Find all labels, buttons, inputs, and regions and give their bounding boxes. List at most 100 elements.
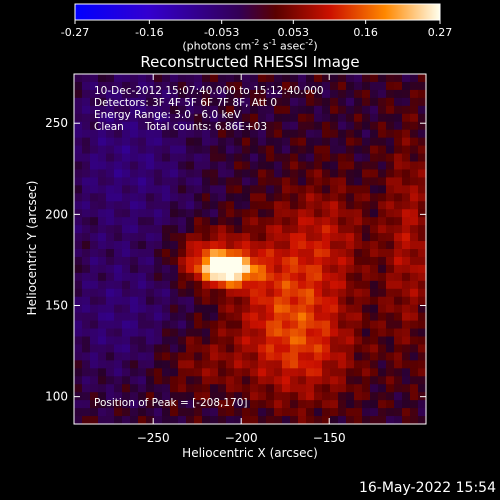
- heatmap-cell: [378, 89, 387, 99]
- heatmap-cell: [146, 137, 155, 147]
- heatmap-cell: [378, 328, 387, 338]
- peak-position-text: Position of Peak = [-208,170]: [94, 397, 248, 409]
- heatmap-cell: [90, 217, 99, 226]
- heatmap-cell: [90, 392, 99, 401]
- heatmap-cell: [370, 352, 379, 361]
- heatmap-cell: [354, 352, 363, 361]
- heatmap-cell: [82, 288, 91, 298]
- heatmap-cell: [354, 400, 363, 409]
- heatmap-cell: [354, 177, 363, 186]
- heatmap-cell: [298, 368, 307, 377]
- heatmap-cell: [186, 145, 195, 155]
- heatmap-cell: [306, 416, 315, 425]
- heatmap-cell: [258, 113, 267, 123]
- heatmap-cell: [418, 249, 427, 258]
- heatmap-cell: [346, 416, 355, 425]
- heatmap-cell: [314, 264, 323, 274]
- heatmap-cell: [170, 392, 179, 401]
- heatmap-cell: [90, 74, 99, 83]
- heatmap-cell: [290, 89, 299, 99]
- heatmap-cell: [106, 249, 115, 258]
- heatmap-cell: [178, 129, 187, 139]
- heatmap-cell: [234, 296, 243, 306]
- heatmap-cell: [98, 249, 107, 258]
- heatmap-cell: [114, 312, 123, 322]
- heatmap-cell: [274, 217, 283, 226]
- heatmap-cell: [258, 185, 267, 194]
- heatmap-cell: [258, 272, 267, 282]
- heatmap-cell: [346, 304, 355, 314]
- heatmap-cell: [290, 177, 299, 186]
- heatmap-cell: [314, 288, 323, 298]
- heatmap-cell: [130, 169, 139, 178]
- heatmap-cell: [154, 416, 163, 425]
- heatmap-cell: [202, 272, 211, 282]
- heatmap-cell: [98, 241, 107, 250]
- heatmap-cell: [274, 105, 283, 115]
- heatmap-cell: [154, 241, 163, 250]
- heatmap-cell: [346, 201, 355, 210]
- heatmap-cell: [346, 121, 355, 131]
- heatmap-cell: [98, 145, 107, 155]
- heatmap-cell: [90, 105, 99, 115]
- heatmap-cell: [186, 384, 195, 393]
- heatmap-cell: [226, 153, 235, 163]
- heatmap-cell: [202, 280, 211, 290]
- heatmap-cell: [106, 177, 115, 186]
- heatmap-cell: [298, 233, 307, 242]
- heatmap-cell: [346, 129, 355, 139]
- heatmap-cell: [154, 193, 163, 202]
- heatmap-cell: [194, 288, 203, 298]
- heatmap-cell: [130, 81, 139, 91]
- heatmap-cell: [250, 368, 259, 377]
- heatmap-cell: [178, 328, 187, 338]
- heatmap-cell: [194, 74, 203, 83]
- heatmap-cell: [114, 121, 123, 131]
- heatmap-cell: [402, 121, 411, 131]
- heatmap-cell: [274, 400, 283, 409]
- heatmap-cell: [154, 328, 163, 338]
- heatmap-cell: [242, 153, 251, 163]
- heatmap-cell: [346, 113, 355, 123]
- heatmap-cell: [138, 384, 147, 393]
- heatmap-cell: [402, 400, 411, 409]
- heatmap-cell: [362, 97, 371, 107]
- heatmap-cell: [314, 312, 323, 322]
- heatmap-cell: [346, 81, 355, 91]
- heatmap-cell: [346, 384, 355, 393]
- heatmap-cell: [234, 312, 243, 322]
- heatmap-cell: [258, 81, 267, 91]
- heatmap-cell: [138, 97, 147, 107]
- heatmap-cell: [282, 256, 291, 266]
- heatmap-cell: [138, 320, 147, 330]
- heatmap-cell: [98, 169, 107, 178]
- heatmap-cell: [202, 185, 211, 194]
- heatmap-cell: [130, 201, 139, 210]
- heatmap-cell: [138, 376, 147, 385]
- heatmap-cell: [402, 288, 411, 298]
- heatmap-cell: [378, 312, 387, 322]
- heatmap-cell: [362, 161, 371, 171]
- heatmap-cell: [402, 153, 411, 163]
- heatmap-cell: [218, 392, 227, 401]
- heatmap-cell: [82, 256, 91, 266]
- heatmap-cell: [138, 312, 147, 322]
- heatmap-cell: [322, 209, 331, 218]
- heatmap-cell: [258, 280, 267, 290]
- heatmap-cell: [330, 392, 339, 401]
- heatmap-cell: [234, 74, 243, 83]
- heatmap-cell: [106, 280, 115, 290]
- heatmap-cell: [146, 201, 155, 210]
- heatmap-cell: [330, 161, 339, 171]
- heatmap-cell: [298, 153, 307, 163]
- heatmap-cell: [410, 344, 419, 353]
- heatmap-cell: [98, 177, 107, 186]
- heatmap-cell: [282, 193, 291, 202]
- heatmap-cell: [98, 105, 107, 115]
- heatmap-cell: [266, 352, 275, 361]
- heatmap-cell: [202, 177, 211, 186]
- heatmap-cell: [210, 201, 219, 210]
- heatmap-cell: [298, 113, 307, 123]
- heatmap-cell: [378, 105, 387, 115]
- heatmap-cell: [106, 320, 115, 330]
